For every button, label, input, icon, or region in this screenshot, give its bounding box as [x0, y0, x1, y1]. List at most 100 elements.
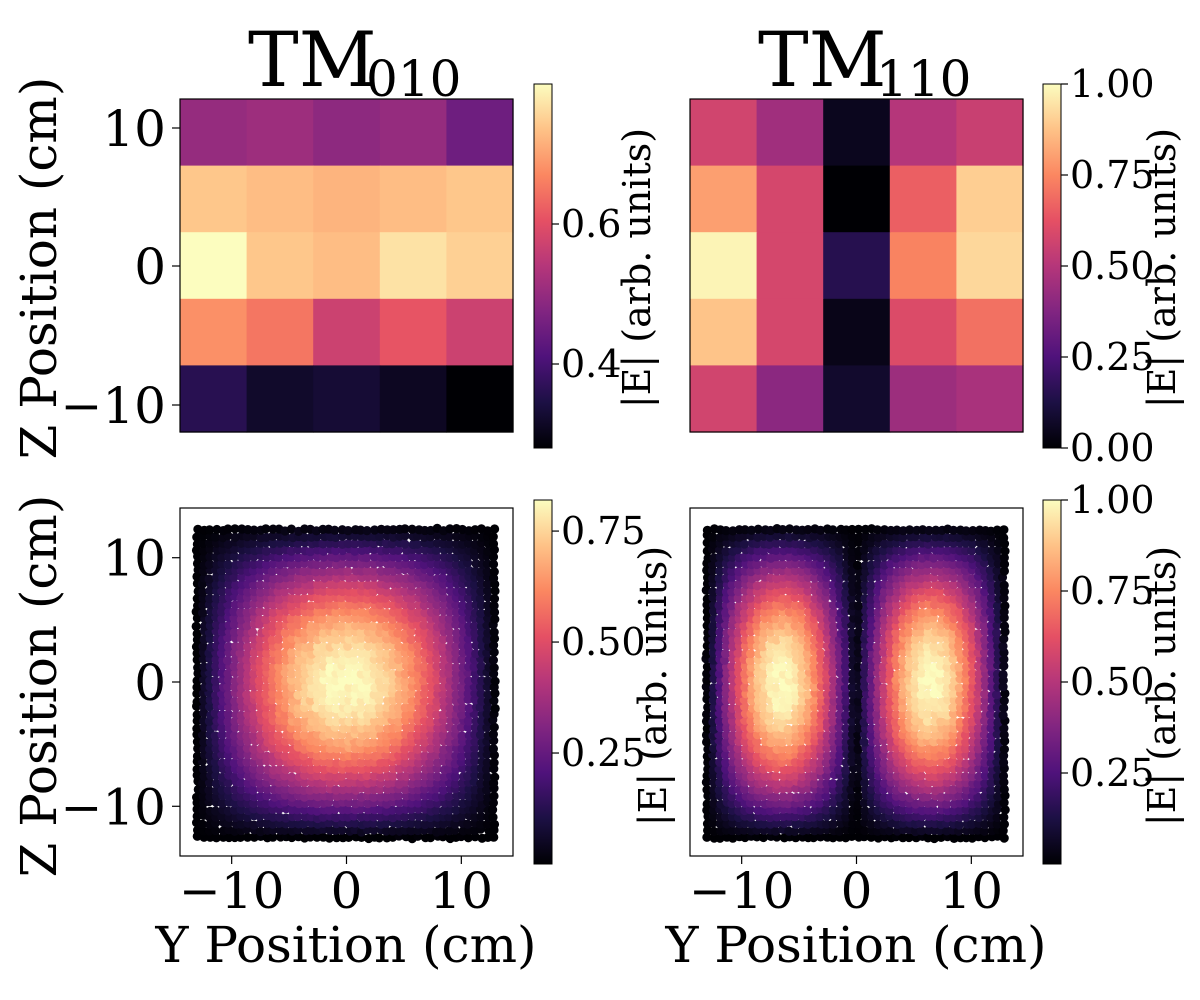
panel4-point-1224: [853, 662, 863, 672]
panel3-point-1140: [419, 676, 429, 686]
panel3-point-1512: [344, 621, 354, 631]
panel3-point-848: [394, 717, 404, 727]
panel2-cell-r4-c2: [823, 365, 891, 433]
panel1-cell-r1-c3: [379, 165, 447, 233]
panel3-point-948: [419, 703, 429, 713]
panel3-point-1056: [192, 682, 202, 692]
panel3-point-1454: [280, 628, 290, 638]
panel1-title-main: TM: [248, 15, 377, 104]
panel4-point-1830: [740, 573, 750, 583]
panel4-point-217: [860, 806, 870, 816]
panel3-point-476: [470, 770, 480, 780]
panel3-point-1432: [445, 634, 455, 644]
panel4-point-1052: [980, 689, 990, 699]
panel3-point-1449: [247, 627, 258, 637]
panel3-point-1192: [444, 668, 454, 678]
panel3-point-2182: [330, 525, 340, 535]
panel1-cell-r0-c3: [379, 99, 447, 167]
panel2-cell-r4-c3: [889, 365, 957, 433]
panel4-point-1152: [702, 669, 712, 679]
panel3-point-463: [388, 771, 398, 781]
panel4-point-1228: [878, 662, 889, 672]
panel4-point-1602: [815, 607, 825, 617]
panel4-point-669: [986, 743, 996, 753]
panel4-point-77: [884, 826, 894, 836]
panel4-point-978: [816, 696, 827, 706]
panel3-point-2165: [223, 524, 233, 534]
panel4-point-331: [973, 792, 983, 802]
panel3-point-1207: [236, 661, 246, 672]
panel1-cell-r1-c0: [180, 165, 248, 233]
panel3-point-470: [432, 772, 443, 782]
panel4-point-1486: [992, 628, 1002, 638]
panel1-colorbar-label: |E| (arb. units): [615, 128, 659, 408]
panel4-point-680: [752, 737, 762, 747]
panel4-point-2070: [739, 539, 749, 549]
panel3-point-1616: [394, 606, 404, 617]
panel3-point-1899: [362, 566, 372, 576]
panel4-point-18: [815, 832, 826, 842]
panel3-point-1919: [489, 567, 499, 577]
panel3-point-1123: [312, 675, 322, 685]
panel3-point-1488: [191, 621, 201, 632]
panel3-point-1525: [426, 621, 436, 631]
panel4-point-334: [993, 792, 1003, 802]
panel3-point-1799: [337, 580, 347, 590]
panel3-point-2097: [400, 539, 410, 549]
panel3-point-1596: [268, 607, 278, 618]
panel3-point-1683: [211, 594, 221, 604]
panel4-point-1532: [979, 621, 989, 631]
panel3-point-1116: [267, 675, 277, 685]
panel4-point-1096: [954, 683, 964, 693]
panel3-point-1761: [400, 587, 410, 597]
panel3-point-924: [268, 703, 278, 713]
panel4-point-907: [973, 710, 983, 720]
panel4-point-1960: [955, 559, 965, 569]
panel4-point-846: [890, 717, 900, 727]
panel4-point-1255: [745, 655, 755, 666]
panel4-point-466: [916, 771, 926, 781]
panel4-point-1696: [802, 593, 813, 603]
panel4-point-1301: [733, 648, 743, 658]
panel4-point-241: [709, 798, 719, 809]
panel4-point-1395: [721, 635, 731, 645]
panel3-point-728: [242, 731, 252, 741]
panel3-point-576: [192, 751, 203, 761]
panel3-point-318: [381, 792, 391, 802]
panel4-point-1501: [784, 621, 794, 631]
panel4-point-996: [929, 696, 940, 707]
panel4-point-2039: [847, 546, 857, 556]
panel3-point-1262: [281, 655, 291, 665]
panel4-point-62: [790, 826, 800, 837]
panel4-point-1199: [998, 669, 1008, 680]
panel3-point-1670: [432, 599, 442, 610]
panel4-colorbar: [1042, 499, 1062, 865]
panel3-point-1501: [274, 620, 285, 631]
panel3-point-172: [368, 812, 378, 822]
panel3-point-1723: [464, 593, 474, 603]
panel3-point-982: [330, 695, 340, 705]
panel3-point-264: [344, 797, 354, 808]
panel3-ytick-label: −10: [60, 778, 166, 836]
panel3-point-341: [223, 785, 233, 795]
panel-tm110-simulated: −10 0 10 Y Position (cm) 1.000.750.500.25 …: [665, 478, 1184, 974]
panel4-point-138: [967, 819, 977, 829]
panel4-point-1285: [935, 654, 945, 664]
panel3-point-391: [236, 778, 246, 788]
panel4-point-1679: [1000, 601, 1010, 611]
panel3-point-1440: [192, 629, 202, 639]
panel3-point-2069: [223, 539, 233, 549]
panel3-point-677: [223, 737, 234, 747]
panel3-point-1931: [261, 560, 272, 570]
panel3-point-633: [249, 744, 259, 754]
panel3-point-1054: [483, 690, 493, 700]
panel4-point-92: [979, 826, 990, 836]
panel4-point-1054: [992, 690, 1002, 700]
panel3-point-833: [300, 716, 310, 726]
panel4-point-2019: [721, 546, 731, 557]
panel4-point-1120: [803, 675, 813, 685]
panel4-point-258: [815, 798, 825, 808]
panel3-point-1967: [488, 559, 499, 569]
panel3-point-328: [444, 791, 454, 802]
panel3-point-2036: [318, 546, 329, 556]
